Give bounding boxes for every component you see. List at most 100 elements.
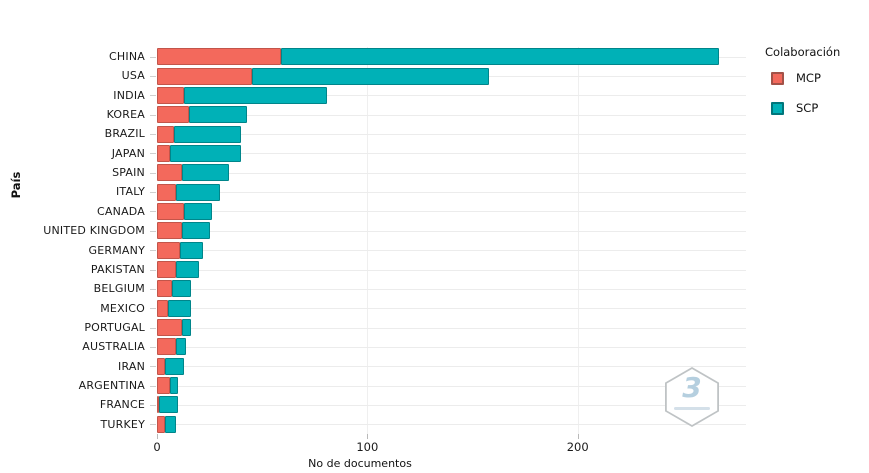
horizontal-gridline (157, 404, 746, 406)
bar-row (157, 241, 204, 259)
y-axis-label: UNITED KINGDOM (43, 224, 145, 238)
bar-scp-segment (165, 415, 176, 433)
y-tick-mark (150, 346, 156, 348)
bar-mcp-segment (157, 106, 189, 124)
y-tick-mark (150, 76, 156, 78)
bar-scp-segment (188, 106, 248, 124)
y-tick-mark (150, 56, 156, 58)
y-axis-label: BRAZIL (104, 127, 145, 141)
y-axis-label: ITALY (115, 185, 145, 199)
bar-row (157, 183, 221, 201)
x-tick-mark (157, 434, 158, 439)
bar-scp-segment (251, 67, 490, 85)
y-axis-label: IRAN (118, 359, 145, 373)
horizontal-gridline (157, 192, 746, 194)
x-axis: 0 100 200 (0, 434, 869, 464)
horizontal-gridline (157, 269, 746, 271)
bar-row (157, 164, 229, 182)
y-tick-mark (150, 288, 156, 290)
y-axis-label: MEXICO (100, 301, 145, 315)
bar-row (157, 125, 242, 143)
y-axis-label: INDIA (113, 88, 145, 102)
y-tick-mark (150, 366, 156, 368)
x-tick-mark (577, 434, 579, 439)
horizontal-gridline (157, 95, 746, 97)
bar-mcp-segment (157, 125, 174, 143)
bar-scp-segment (165, 357, 185, 375)
x-tick-label: 0 (153, 440, 161, 454)
y-axis-label: AUSTRALIA (82, 340, 145, 354)
legend-title: Colaboración (765, 45, 841, 59)
vertical-gridline (577, 47, 579, 434)
bar-row (157, 280, 191, 298)
y-axis-label: GERMANY (88, 243, 145, 257)
y-tick-mark (150, 172, 156, 174)
y-tick-mark (150, 211, 156, 213)
bar-mcp-segment (157, 222, 183, 240)
bar-row (157, 377, 179, 395)
legend-item: SCP (771, 101, 869, 115)
bar-row (157, 319, 191, 337)
y-axis-label: CANADA (97, 204, 145, 218)
bar-scp-segment (175, 261, 200, 279)
y-axis-label: KOREA (106, 108, 145, 122)
y-tick-mark (150, 308, 156, 310)
horizontal-gridline (157, 114, 746, 116)
bar-scp-segment (182, 164, 229, 182)
y-tick-mark (150, 114, 156, 116)
horizontal-gridline (157, 134, 746, 136)
mcp-swatch-icon (771, 71, 784, 85)
bar-row (157, 222, 210, 240)
scp-swatch-icon (771, 101, 784, 115)
y-axis-labels: CHINA USA INDIA KOREA BRAZIL JAPAN SPAIN ITALY C… (0, 47, 157, 434)
bar-mcp-segment (157, 338, 176, 356)
horizontal-gridline (157, 172, 746, 174)
bar-row (157, 48, 719, 66)
bar-mcp-segment (157, 415, 166, 433)
watermark-symbol: 3 (682, 371, 702, 404)
bar-mcp-segment (157, 357, 166, 375)
bar-mcp-segment (157, 396, 160, 414)
bar-scp-segment (182, 222, 210, 240)
y-tick-mark (150, 424, 156, 426)
watermark-tiny-text (674, 407, 710, 410)
y-tick-mark (150, 327, 156, 329)
horizontal-gridline (157, 211, 746, 213)
bar-scp-segment (171, 280, 191, 298)
y-tick-mark (150, 385, 156, 387)
y-axis-label: FRANCE (99, 398, 145, 412)
y-tick-mark (150, 230, 156, 232)
bar-mcp-segment (157, 67, 252, 85)
bar-mcp-segment (157, 377, 170, 395)
legend: Colaboración MCP SCP (765, 45, 869, 131)
bar-row (157, 299, 191, 317)
bar-mcp-segment (157, 299, 168, 317)
y-tick-mark (150, 250, 156, 252)
x-tick-label: 200 (566, 440, 589, 454)
bar-row (157, 415, 176, 433)
bar-mcp-segment (157, 319, 183, 337)
bar-scp-segment (175, 338, 187, 356)
y-tick-mark (150, 269, 156, 271)
horizontal-gridline (157, 424, 746, 426)
bar-scp-segment (159, 396, 179, 414)
bar-mcp-segment (157, 202, 185, 220)
horizontal-gridline (157, 385, 746, 387)
vertical-gridline (367, 47, 369, 434)
bar-scp-segment (182, 319, 191, 337)
y-tick-mark (150, 192, 156, 194)
bar-scp-segment (180, 241, 204, 259)
bar-scp-segment (169, 377, 179, 395)
bar-row (157, 86, 328, 104)
bar-mcp-segment (157, 164, 183, 182)
bar-mcp-segment (157, 144, 170, 162)
y-axis-label: ARGENTINA (78, 378, 145, 392)
legend-item-label: MCP (796, 71, 821, 85)
horizontal-gridline (157, 288, 746, 290)
horizontal-gridline (157, 153, 746, 155)
y-axis-label: PAKISTAN (90, 262, 145, 276)
bar-scp-segment (167, 299, 191, 317)
x-tick-mark (367, 434, 369, 439)
bar-scp-segment (173, 125, 242, 143)
bar-row (157, 106, 248, 124)
